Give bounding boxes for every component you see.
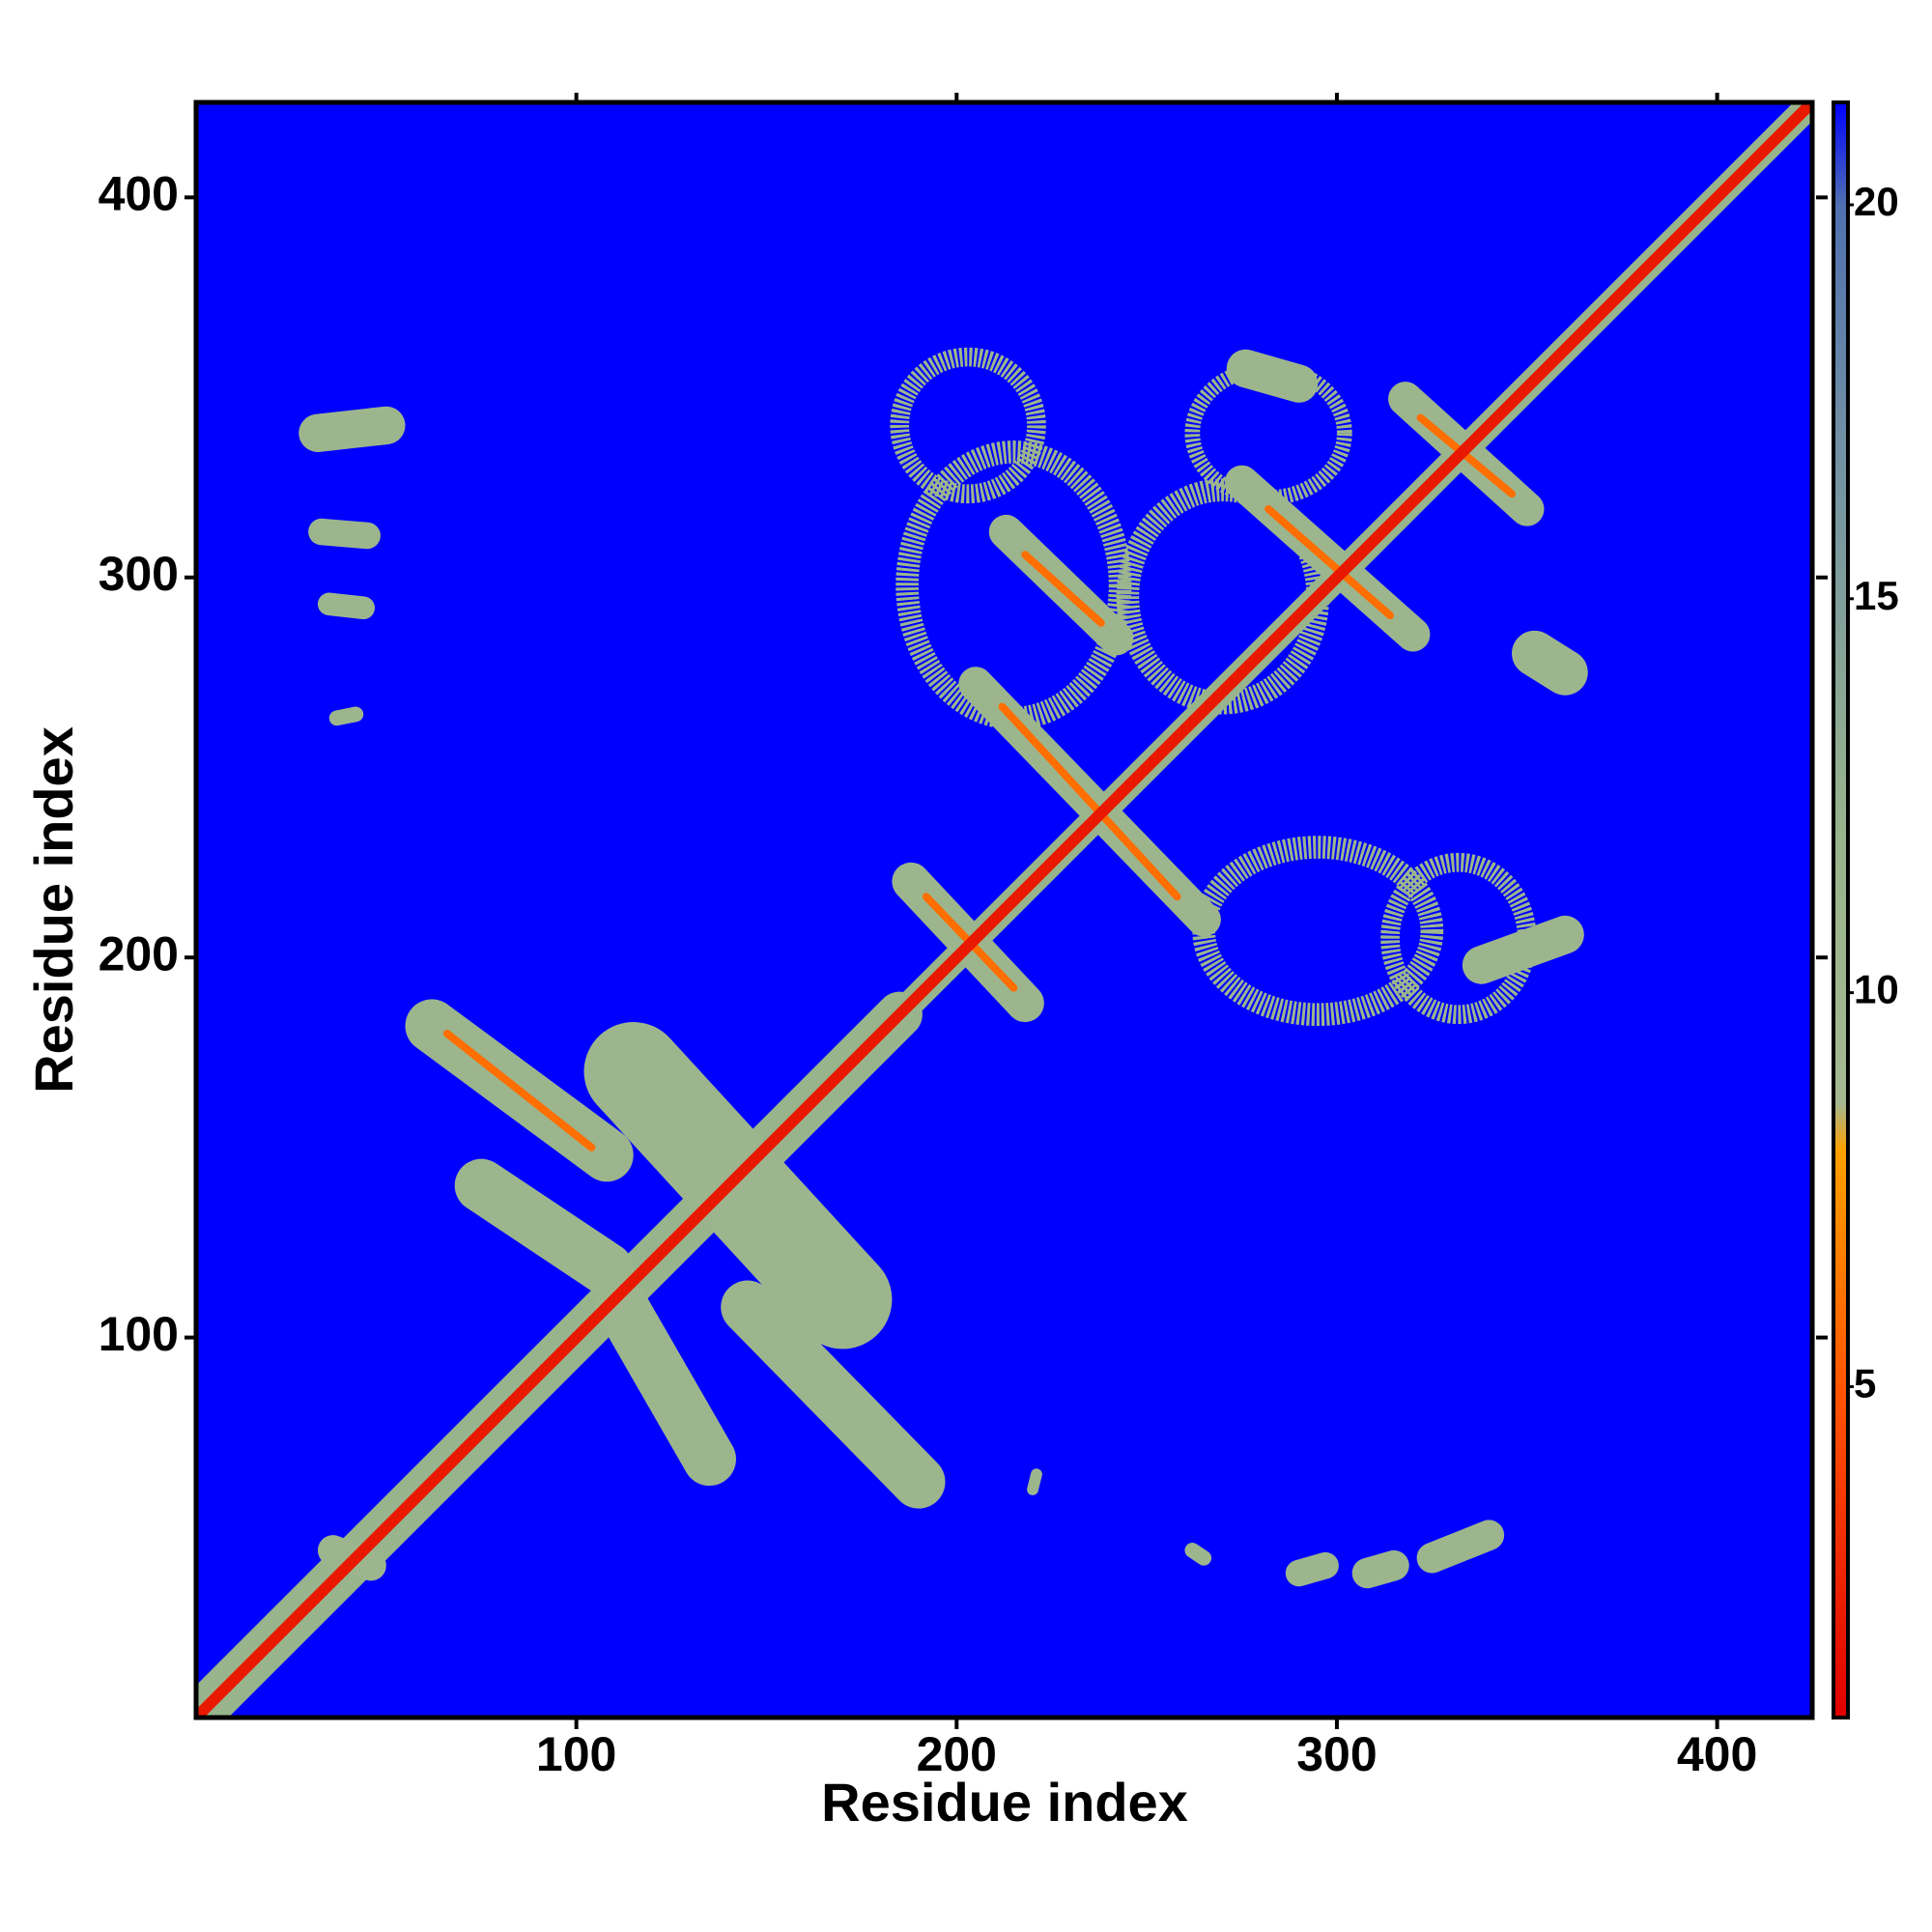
colorbar-tick-label: 10 [1854, 967, 1899, 1012]
plot-frame [193, 99, 1815, 1720]
contacts [196, 102, 1812, 1718]
colorbar-tick-label: 5 [1854, 1361, 1876, 1406]
contact-segment [196, 102, 1812, 1718]
contact-segment [442, 1029, 596, 1151]
contact-segment [1226, 349, 1319, 403]
x-axis-label: Residue index [821, 1772, 1188, 1833]
colorbar-tick-label: 20 [1854, 179, 1899, 224]
contact-segment [1351, 1549, 1409, 1589]
contact-segment [595, 1280, 736, 1487]
contact-segment [1027, 1468, 1042, 1495]
contact-segment [721, 1280, 946, 1509]
x-tick-label: 200 [917, 1727, 997, 1781]
colorbar-tick-label: 15 [1854, 573, 1899, 618]
x-tick-label: 300 [1296, 1727, 1377, 1781]
contact-segment [1462, 915, 1584, 984]
contact-segment [454, 1158, 634, 1296]
x-tick-label: 100 [536, 1727, 616, 1781]
contact-segment [583, 1022, 893, 1350]
contact-segment [1264, 505, 1394, 620]
y-axis-label: Residue index [23, 726, 84, 1094]
contact-segment [308, 518, 381, 550]
contact-ring [890, 347, 1046, 504]
contact-segment [298, 406, 406, 452]
contact-segment [1021, 551, 1105, 627]
contact-ring [1184, 360, 1352, 506]
y-tick-label: 100 [99, 1307, 179, 1361]
y-tick-label: 400 [99, 167, 179, 221]
x-tick-label: 400 [1677, 1727, 1757, 1781]
contact-segment [317, 592, 376, 620]
colorbar [1832, 100, 1850, 1719]
contact-segment [1416, 1520, 1505, 1574]
y-tick-label: 300 [99, 547, 179, 601]
y-tick-label: 200 [99, 926, 179, 980]
contact-segment [1512, 630, 1588, 696]
contact-segment [1184, 1543, 1212, 1566]
contact-segment [998, 702, 1181, 901]
contact-ring [1192, 836, 1444, 1027]
contact-segment [328, 706, 364, 726]
contact-segment [1285, 1551, 1339, 1587]
